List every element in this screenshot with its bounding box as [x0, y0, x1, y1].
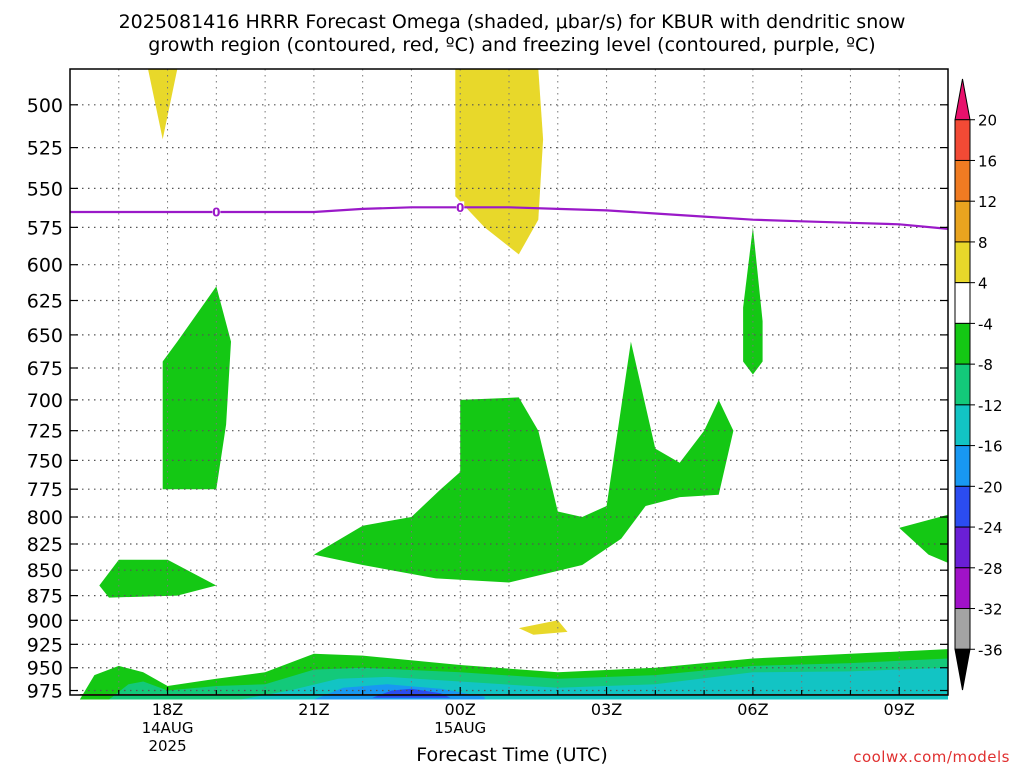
colorbar-swatch-10 [954, 485, 971, 528]
y-tick-label-11: 775 [27, 479, 63, 501]
omega-region-2 [518, 620, 568, 635]
colorbar-label-8: -16 [978, 438, 1003, 456]
omega-region-1 [455, 69, 544, 255]
y-tick-label-14: 850 [27, 560, 63, 582]
colorbar-legend: 20 16 12 8 4 -4 -8 -12 -16 -20 -24 -28 -32 -36 [954, 78, 1003, 691]
y-tick-label-7: 675 [27, 358, 63, 380]
x-tick-label-1: 21Z [298, 700, 329, 719]
omega-region-6 [743, 227, 763, 375]
x-tick-date-2: 15AUG [434, 719, 486, 737]
y-tick-label-1: 525 [27, 138, 63, 160]
freezing-label-bg-1 [456, 201, 465, 214]
x-tick-date-0: 14AUG [142, 719, 194, 737]
colorbar-swatch-7 [954, 363, 971, 406]
x-tick-year-0: 2025 [148, 737, 186, 755]
colorbar-label-2: 12 [978, 193, 997, 211]
colorbar-swatch-3 [954, 200, 971, 243]
y-tick-label-15: 875 [27, 586, 63, 608]
colorbar-swatch-0 [954, 78, 971, 121]
colorbar-label-13: -36 [978, 641, 1003, 659]
colorbar-label-3: 8 [978, 234, 988, 252]
colorbar-swatch-5 [954, 282, 971, 324]
y-tick-label-18: 950 [27, 658, 63, 680]
y-tick-label-12: 800 [27, 507, 63, 529]
y-tick-label-6: 650 [27, 325, 63, 347]
colorbar-label-12: -32 [978, 601, 1003, 619]
y-tick-label-13: 825 [27, 534, 63, 556]
y-axis: 500 525 550 575 600 625 650 675 700 725 750 775 800 8… [27, 95, 948, 703]
colorbar-label-7: -12 [978, 397, 1003, 415]
y-tick-label-16: 900 [27, 610, 63, 632]
colorbar-label-0: 20 [978, 112, 997, 130]
y-tick-label-5: 625 [27, 291, 63, 313]
freezing-label-1: 0 [456, 201, 464, 215]
chart-title-line2: growth region (contoured, red, ºC) and f… [148, 34, 876, 56]
y-tick-label-2: 550 [27, 178, 63, 200]
colorbar-label-10: -24 [978, 519, 1003, 537]
colorbar-label-6: -8 [978, 356, 993, 374]
credit-text: coolwx.com/models [853, 748, 1010, 766]
omega-region-3 [162, 286, 231, 490]
colorbar-swatch-2 [954, 159, 971, 202]
y-tick-label-17: 925 [27, 634, 63, 656]
omega-shaded-regions [79, 69, 949, 700]
omega-region-5 [313, 341, 734, 583]
y-tick-label-4: 600 [27, 255, 63, 277]
x-tick-label-0: 18Z [152, 700, 183, 719]
colorbar-label-4: 4 [978, 275, 988, 293]
grid-lines [70, 69, 948, 695]
colorbar-swatch-14 [954, 648, 971, 691]
y-tick-label-19: 975 [27, 681, 63, 703]
freezing-level-line [70, 206, 949, 230]
omega-region-7 [899, 514, 948, 563]
omega-region-4 [99, 559, 217, 598]
freezing-label-0: 0 [212, 205, 220, 219]
colorbar-swatch-11 [954, 526, 971, 569]
x-tick-label-2: 00Z [445, 700, 476, 719]
colorbar-label-11: -28 [978, 560, 1003, 578]
colorbar-swatch-1 [954, 119, 971, 161]
y-tick-label-3: 575 [27, 217, 63, 239]
omega-region-0 [148, 69, 178, 140]
freezing-label-bg-0 [212, 205, 221, 218]
x-tick-label-4: 06Z [737, 700, 768, 719]
y-tick-label-9: 725 [27, 421, 63, 443]
colorbar-swatch-12 [954, 567, 971, 610]
y-tick-label-0: 500 [27, 95, 63, 117]
colorbar-swatch-6 [954, 322, 971, 365]
colorbar-swatch-8 [954, 404, 971, 447]
chart-title-line1: 2025081416 HRRR Forecast Omega (shaded, … [118, 11, 906, 33]
colorbar-swatch-9 [954, 445, 971, 487]
x-tick-label-5: 09Z [884, 700, 915, 719]
y-tick-label-8: 700 [27, 390, 63, 412]
colorbar-label-9: -20 [978, 478, 1003, 496]
x-axis-title: Forecast Time (UTC) [416, 744, 608, 766]
y-tick-label-10: 750 [27, 450, 63, 472]
colorbar-label-5: -4 [978, 315, 993, 333]
colorbar-swatch-13 [954, 608, 971, 650]
colorbar-label-1: 16 [978, 152, 997, 170]
colorbar-swatch-4 [954, 241, 971, 284]
x-tick-label-3: 03Z [591, 700, 622, 719]
